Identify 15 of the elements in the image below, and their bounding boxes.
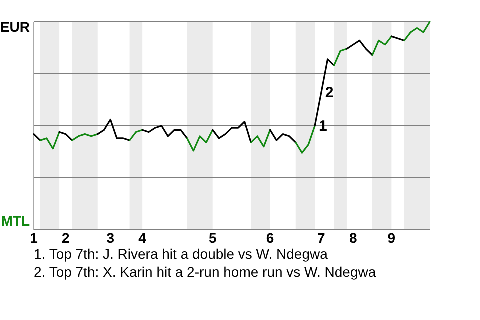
x-tick-label: 8 [349,230,358,246]
text: MTL [1,213,30,229]
annotation: 2 [325,84,334,102]
x-tick-label: 3 [106,230,115,246]
text: 1. Top 7th: J. Rivera hit a double vs W. Ndegwa [34,246,328,262]
x-tick-label: 6 [266,230,274,246]
x-tick-label: 7 [318,230,326,246]
x-tick-label: 2 [62,230,70,246]
text: 2. Top 7th: X. Karin hit a 2-run home run vs W. Ndegwa [34,264,376,280]
text: EUR [0,19,30,35]
x-tick-label: 9 [388,230,396,246]
annotation: 1 [319,118,328,135]
x-tick-label: 5 [208,230,217,246]
x-tick-label: 1 [30,230,38,246]
x-tick-label: 4 [138,230,147,246]
